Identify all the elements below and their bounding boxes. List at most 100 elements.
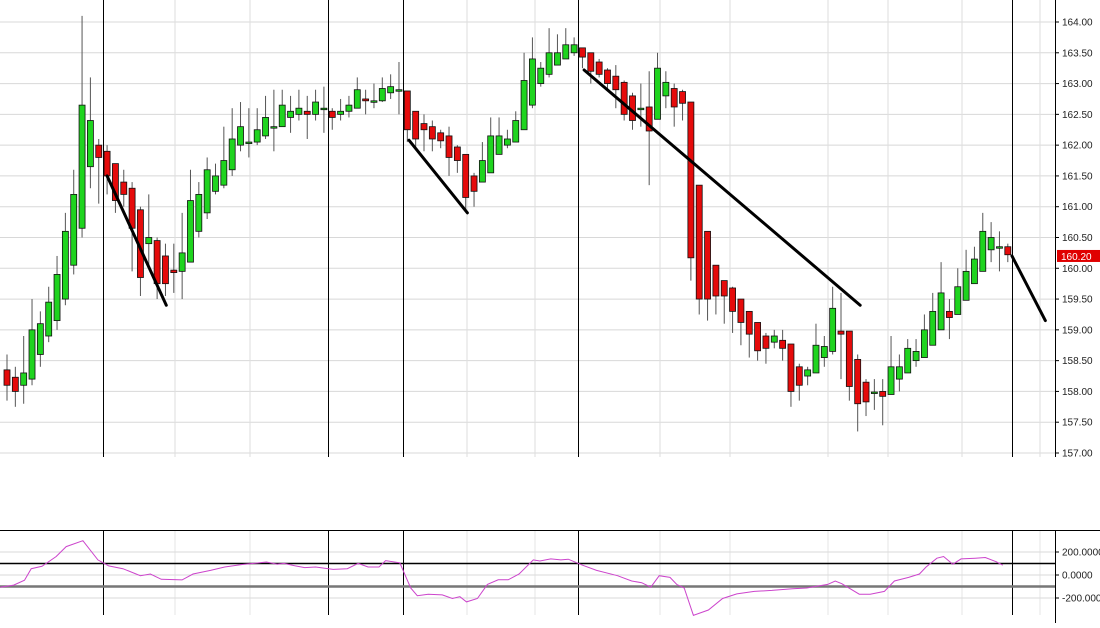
price-tick-label: 159.50	[1062, 295, 1093, 306]
candle-body	[904, 347, 912, 374]
indicator-tick-label: -200.0000	[1062, 594, 1100, 605]
candle-down	[412, 110, 420, 149]
candle-body	[11, 376, 19, 392]
candle-down	[112, 163, 119, 213]
candle-body	[170, 269, 178, 273]
candle-down	[687, 101, 695, 281]
price-tick-label: 163.50	[1062, 48, 1093, 59]
candle-body	[453, 146, 461, 161]
candle-down	[170, 243, 178, 293]
candle-body	[620, 81, 628, 115]
candle-down	[428, 120, 436, 152]
candle-body	[445, 135, 453, 158]
candle-down	[620, 80, 628, 121]
candle-body	[362, 98, 370, 102]
candle-body	[61, 230, 69, 300]
price-tick-label: 161.50	[1062, 171, 1093, 182]
candle-body	[412, 110, 420, 140]
candle-up	[804, 366, 812, 386]
candle-up	[912, 339, 920, 367]
candle-down	[862, 379, 870, 417]
candle-up	[345, 95, 353, 118]
candle-up	[395, 62, 403, 115]
candle-body	[545, 52, 553, 75]
candle-down	[712, 264, 720, 315]
candle-body	[487, 135, 495, 174]
candle-up	[529, 37, 536, 109]
candle-body	[962, 270, 970, 301]
candle-up	[979, 212, 987, 272]
candle-up	[378, 77, 386, 103]
candle-body	[829, 307, 837, 352]
candle-body	[187, 200, 194, 263]
candle-body	[470, 175, 478, 192]
price-tick-label: 158.00	[1062, 387, 1093, 398]
candle-up	[178, 212, 186, 300]
candle-body	[687, 101, 695, 259]
candle-body	[78, 104, 86, 229]
candle-down	[437, 129, 445, 149]
price-axis[interactable]: 157.00 157.50 158.00 158.50 159.00 159.50 160.…	[1055, 0, 1100, 623]
indicator-line	[0, 540, 1004, 616]
candle-body	[287, 110, 294, 118]
candle-down	[420, 114, 428, 152]
trendline	[1010, 254, 1047, 323]
candle-up	[820, 336, 828, 367]
candle-body	[870, 391, 878, 394]
candle-body	[345, 104, 353, 112]
session-breaks	[103, 0, 1013, 615]
candle-body	[203, 169, 211, 214]
candle-body	[320, 107, 328, 111]
candle-down	[787, 343, 795, 407]
candle-up	[212, 163, 219, 195]
candle-body	[587, 52, 595, 72]
candle-up	[971, 246, 978, 285]
candle-up	[662, 71, 670, 109]
candle-body	[45, 301, 53, 337]
candle-body	[795, 366, 803, 386]
candle-up	[145, 194, 153, 269]
candle-body	[70, 193, 78, 266]
candle-down	[3, 354, 11, 401]
candle-down	[679, 89, 686, 121]
candle-body	[462, 153, 470, 198]
candle-down	[845, 330, 853, 401]
candle-body	[162, 255, 169, 285]
candle-up	[87, 77, 94, 189]
candle-body	[879, 391, 887, 397]
candle-up	[570, 37, 578, 56]
candle-body	[395, 89, 403, 92]
candle-body	[804, 369, 812, 377]
candle-down	[103, 145, 111, 195]
candle-body	[370, 100, 378, 103]
candle-down	[604, 68, 611, 90]
candle-up	[962, 249, 970, 301]
candle-down	[737, 298, 745, 346]
candle-down	[445, 126, 453, 176]
candle-body	[403, 90, 411, 131]
candle-body	[112, 163, 119, 201]
candle-down	[11, 366, 19, 407]
candle-body	[854, 359, 862, 405]
candle-body	[36, 323, 44, 355]
price-tick-label: 160.00	[1062, 264, 1093, 275]
trendlines	[105, 68, 1047, 323]
candle-body	[654, 67, 661, 120]
price-tick-label: 160.50	[1062, 233, 1093, 244]
candle-up	[904, 339, 912, 374]
candle-down	[453, 145, 461, 173]
candle-body	[845, 330, 853, 387]
candle-down	[612, 65, 620, 109]
candle-body	[87, 120, 94, 168]
trendline	[105, 174, 168, 307]
candle-down	[670, 83, 678, 127]
candle-up	[503, 129, 511, 149]
candle-down	[745, 310, 753, 358]
price-tick-label: 162.00	[1062, 141, 1093, 152]
last-price-tag	[1057, 249, 1100, 262]
candle-body	[695, 184, 703, 300]
candle-body	[178, 252, 186, 272]
candle-up	[929, 292, 937, 346]
candle-up	[478, 142, 486, 183]
